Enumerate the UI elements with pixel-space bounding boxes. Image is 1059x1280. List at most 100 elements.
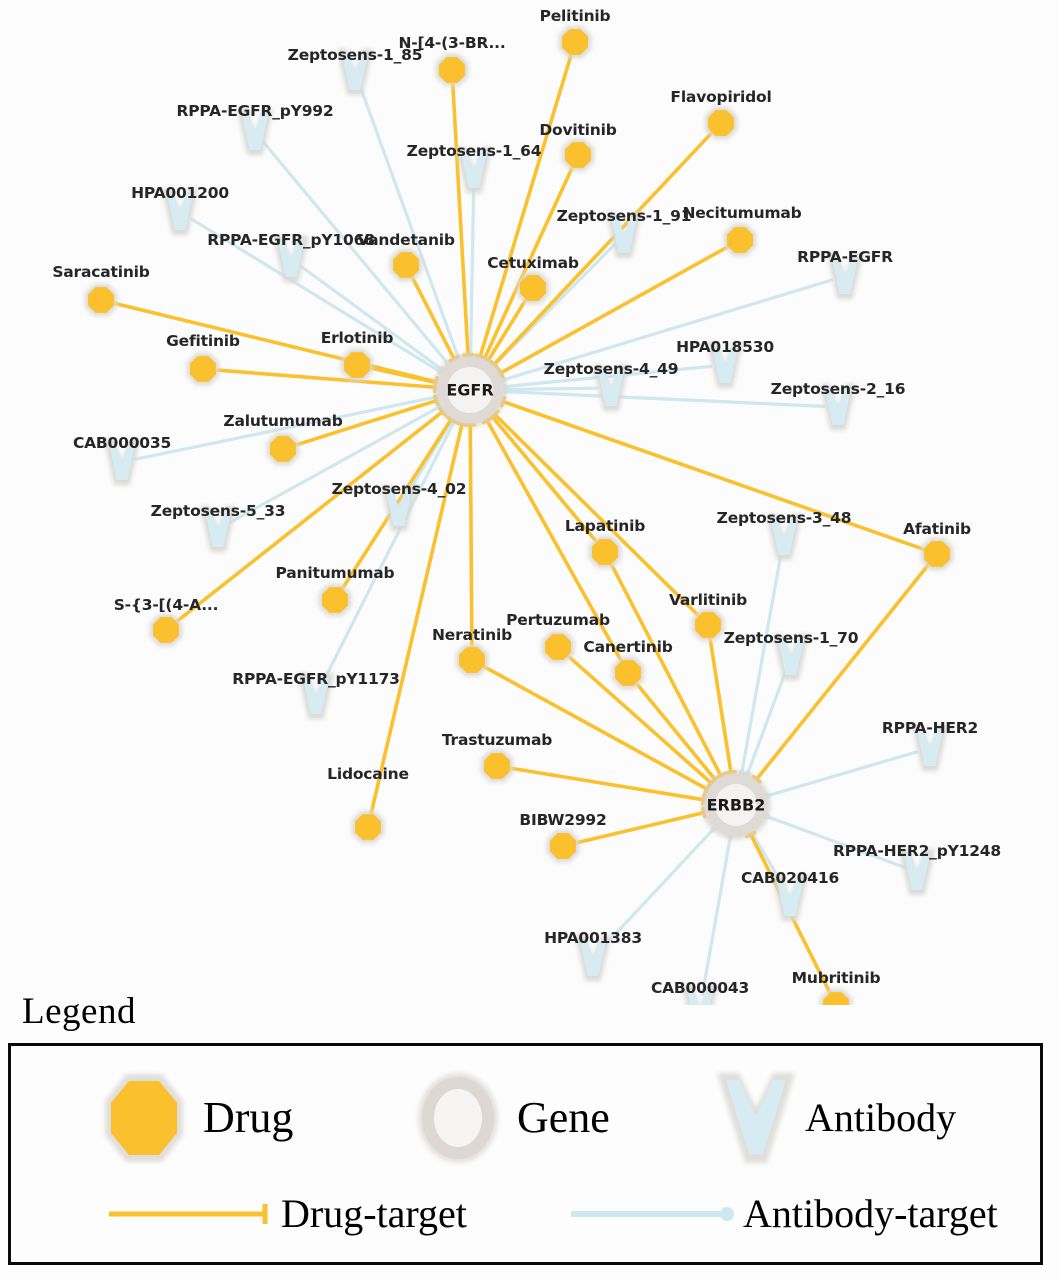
network-graph[interactable] — [0, 0, 1059, 1005]
antibody-target-edge[interactable] — [700, 835, 732, 996]
gene-node[interactable] — [433, 353, 507, 427]
drug-node-shape[interactable] — [550, 833, 576, 859]
drug-node-shape[interactable] — [708, 110, 734, 136]
antibody-node[interactable] — [772, 875, 808, 921]
drug-target-edge[interactable] — [492, 131, 714, 367]
antibody-node-shape[interactable] — [205, 511, 231, 547]
drug-node-shape[interactable] — [88, 287, 114, 313]
drug-node[interactable] — [561, 138, 595, 172]
drug-node[interactable] — [149, 613, 183, 647]
antibody-node[interactable] — [337, 49, 373, 95]
drug-node-shape[interactable] — [695, 612, 721, 638]
antibody-node[interactable] — [682, 985, 718, 1005]
drug-target-edge[interactable] — [486, 298, 528, 363]
drug-target-edge[interactable] — [468, 423, 474, 648]
antibody-node-shape[interactable] — [167, 194, 193, 230]
drug-target-edge[interactable] — [450, 82, 470, 357]
drug-node-shape[interactable] — [592, 539, 618, 565]
drug-target-edge[interactable] — [482, 664, 709, 791]
antibody-node[interactable] — [912, 725, 948, 771]
antibody-node-shape[interactable] — [771, 519, 797, 555]
antibody-node[interactable] — [237, 109, 273, 155]
drug-node[interactable] — [480, 749, 514, 783]
drug-node-shape[interactable] — [727, 227, 753, 253]
antibody-node-shape[interactable] — [777, 880, 803, 916]
drug-target-edge[interactable] — [635, 682, 717, 782]
drug-node-shape[interactable] — [924, 541, 950, 567]
drug-node[interactable] — [266, 432, 300, 466]
antibody-target-edge[interactable] — [503, 364, 713, 389]
antibody-target-edge[interactable] — [262, 141, 450, 365]
drug-node-shape[interactable] — [322, 587, 348, 613]
gene-node-center[interactable] — [447, 367, 493, 413]
drug-node[interactable] — [704, 106, 738, 140]
drug-target-edge[interactable] — [566, 654, 714, 785]
antibody-target-edge[interactable] — [740, 549, 784, 775]
drug-target-edge[interactable] — [368, 366, 438, 385]
drug-node[interactable] — [84, 283, 118, 317]
drug-node[interactable] — [389, 248, 423, 282]
antibody-node[interactable] — [593, 365, 629, 411]
antibody-node[interactable] — [456, 147, 492, 193]
drug-node-shape[interactable] — [520, 275, 546, 301]
drug-target-edge[interactable] — [112, 301, 438, 384]
drug-target-edge[interactable] — [482, 165, 574, 360]
drug-node-shape[interactable] — [545, 634, 571, 660]
drug-node[interactable] — [516, 271, 550, 305]
drug-node-shape[interactable] — [344, 352, 370, 378]
drug-node-shape[interactable] — [562, 29, 588, 55]
drug-target-edge[interactable] — [175, 409, 445, 624]
drug-node[interactable] — [819, 988, 853, 1005]
drug-node[interactable] — [691, 608, 725, 642]
drug-target-edge[interactable] — [493, 412, 700, 617]
antibody-node-shape[interactable] — [598, 370, 624, 406]
antibody-node[interactable] — [773, 634, 809, 680]
antibody-target-edge[interactable] — [320, 419, 456, 686]
drug-target-edge[interactable] — [708, 637, 733, 775]
drug-node[interactable] — [435, 53, 469, 87]
drug-node[interactable] — [186, 352, 220, 386]
antibody-node-shape[interactable] — [580, 940, 606, 976]
antibody-node[interactable] — [200, 506, 236, 552]
drug-node[interactable] — [340, 348, 374, 382]
antibody-node[interactable] — [381, 485, 417, 531]
drug-node[interactable] — [455, 643, 489, 677]
drug-target-edge[interactable] — [574, 810, 706, 845]
drug-node[interactable] — [558, 25, 592, 59]
drug-target-edge[interactable] — [215, 368, 437, 390]
antibody-node-shape[interactable] — [342, 54, 368, 90]
drug-node[interactable] — [723, 223, 757, 257]
drug-target-edge[interactable] — [294, 398, 439, 447]
antibody-node-shape[interactable] — [278, 241, 304, 277]
drug-target-edge[interactable] — [509, 766, 706, 802]
drug-node-shape[interactable] — [355, 814, 381, 840]
antibody-node-shape[interactable] — [832, 258, 858, 294]
antibody-node-shape[interactable] — [712, 347, 738, 383]
drug-node-shape[interactable] — [153, 617, 179, 643]
antibody-node-shape[interactable] — [687, 990, 713, 1005]
antibody-target-edge[interactable] — [469, 182, 476, 357]
drug-target-edge[interactable] — [498, 244, 730, 375]
antibody-node[interactable] — [606, 212, 642, 258]
drug-node[interactable] — [546, 829, 580, 863]
antibody-target-edge[interactable] — [765, 814, 906, 869]
antibody-target-edge[interactable] — [600, 827, 716, 950]
drug-node-shape[interactable] — [393, 252, 419, 278]
drug-node-shape[interactable] — [615, 660, 641, 686]
antibody-node-shape[interactable] — [461, 152, 487, 188]
drug-target-edge[interactable] — [478, 53, 573, 359]
drug-node[interactable] — [611, 656, 645, 690]
drug-node-shape[interactable] — [823, 992, 849, 1005]
antibody-node-shape[interactable] — [904, 854, 930, 890]
antibody-node-shape[interactable] — [611, 217, 637, 253]
antibody-node-shape[interactable] — [109, 444, 135, 480]
antibody-node[interactable] — [104, 439, 140, 485]
antibody-node-shape[interactable] — [778, 639, 804, 675]
antibody-target-edge[interactable] — [501, 278, 834, 382]
drug-target-edge[interactable] — [501, 399, 926, 552]
drug-target-edge[interactable] — [754, 563, 931, 782]
drug-target-edge[interactable] — [609, 562, 723, 778]
antibody-node[interactable] — [162, 189, 198, 235]
drug-target-edge[interactable] — [369, 422, 464, 816]
drug-target-edge[interactable] — [410, 275, 456, 361]
